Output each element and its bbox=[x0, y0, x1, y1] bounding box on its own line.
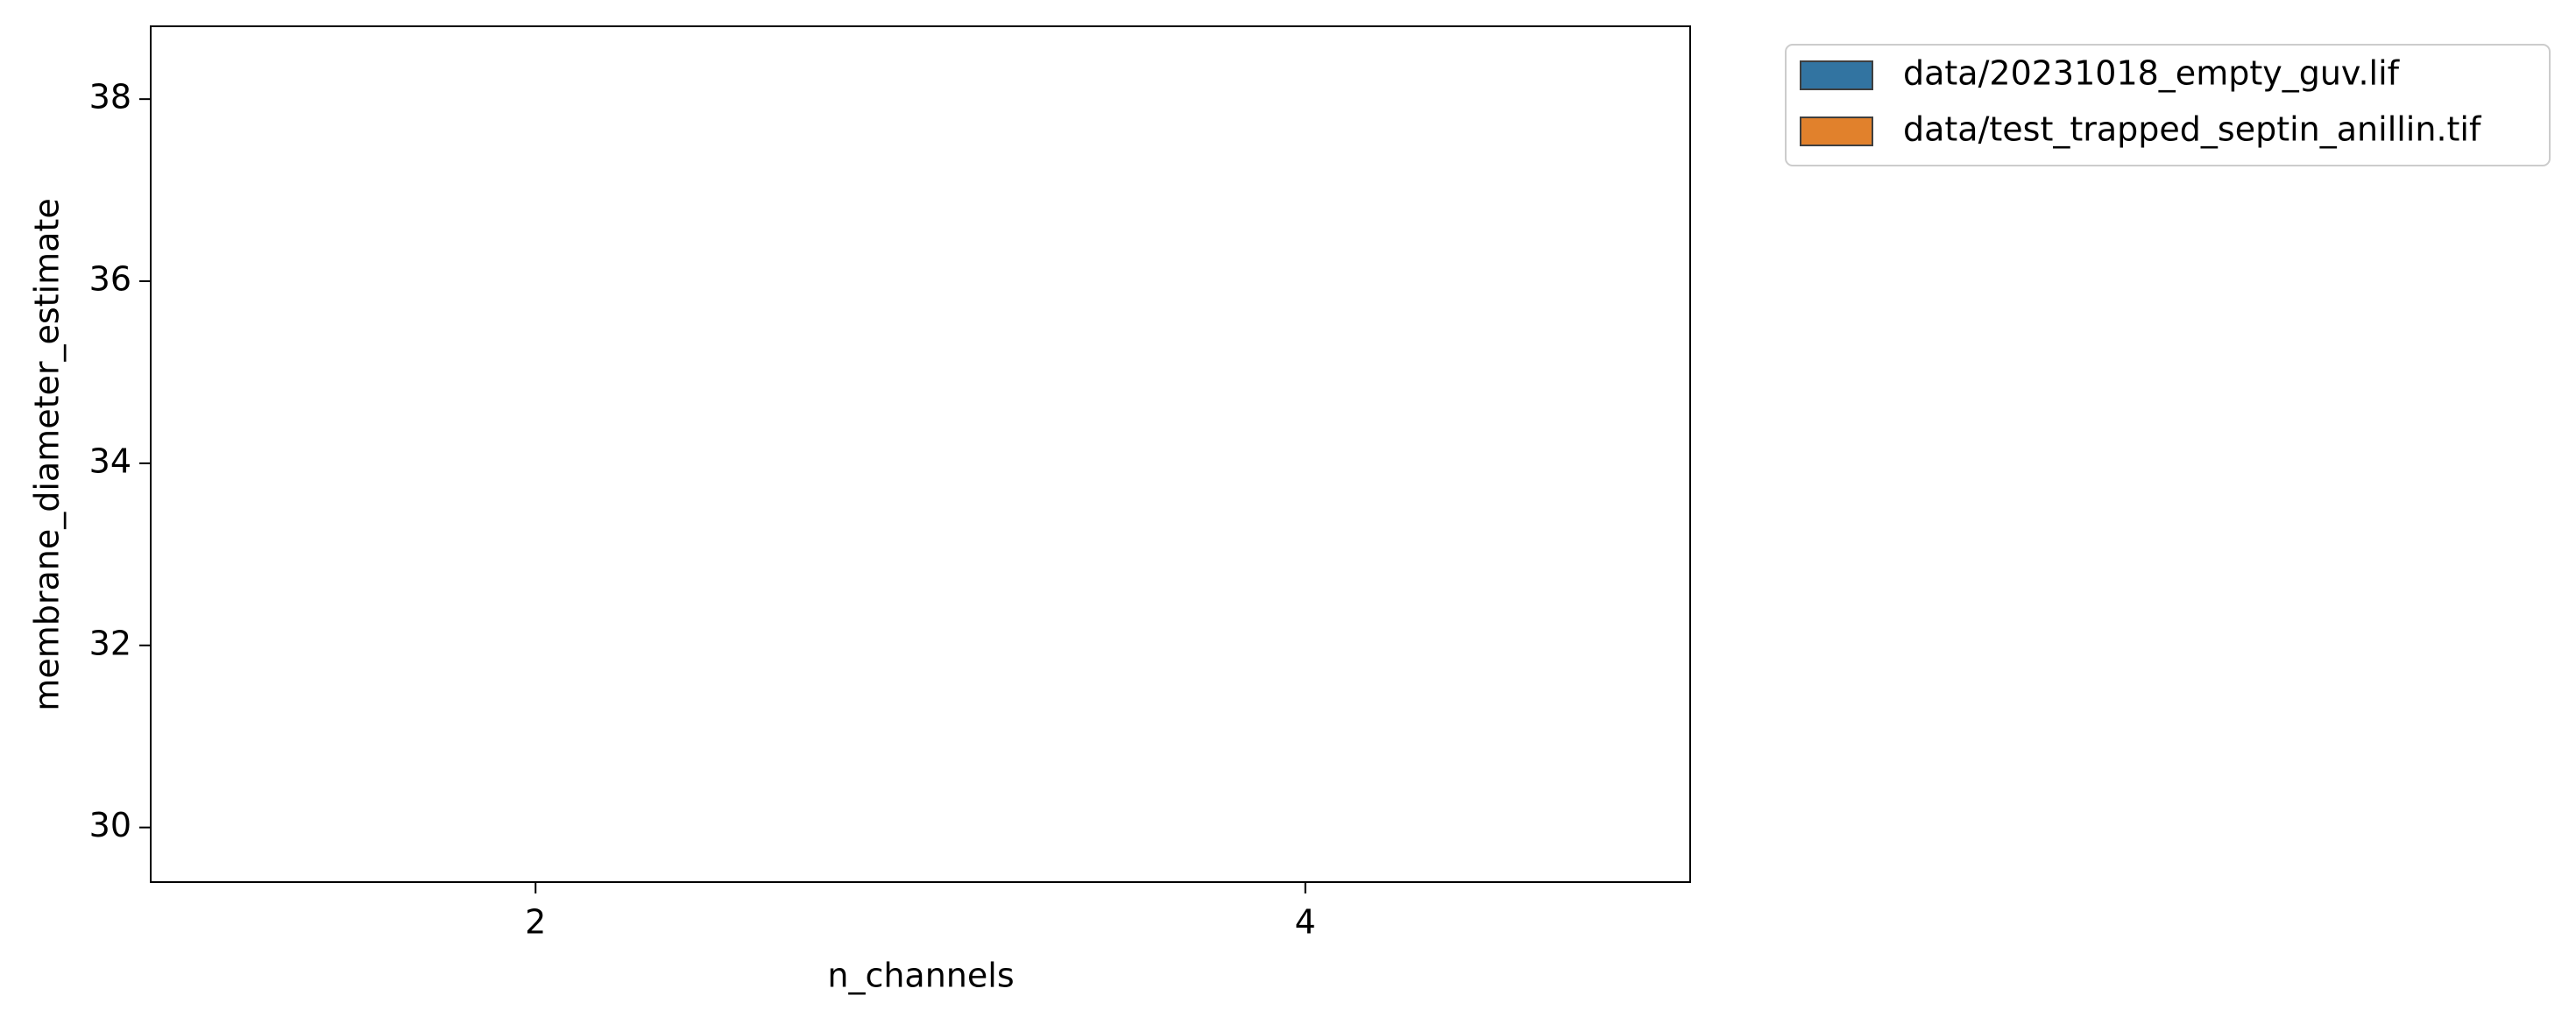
y-tick-label: 30 bbox=[89, 806, 131, 844]
legend-label: data/test_trapped_septin_anillin.tif bbox=[1903, 110, 2482, 149]
legend-label: data/20231018_empty_guv.lif bbox=[1903, 54, 2401, 93]
y-tick-label: 32 bbox=[89, 624, 131, 662]
x-tick-label: 4 bbox=[1295, 903, 1316, 942]
legend-box bbox=[1785, 44, 2551, 166]
x-axis-label: n_channels bbox=[827, 957, 1014, 995]
plot-frame bbox=[150, 25, 1691, 883]
y-axis-label: membrane_diameter_estimate bbox=[28, 198, 67, 710]
legend-swatch bbox=[1800, 117, 1873, 146]
legend-swatch bbox=[1800, 60, 1873, 90]
y-tick-label: 38 bbox=[89, 78, 131, 117]
x-tick-label: 2 bbox=[525, 903, 546, 942]
y-tick-label: 36 bbox=[89, 260, 131, 299]
y-tick-label: 34 bbox=[89, 441, 131, 480]
